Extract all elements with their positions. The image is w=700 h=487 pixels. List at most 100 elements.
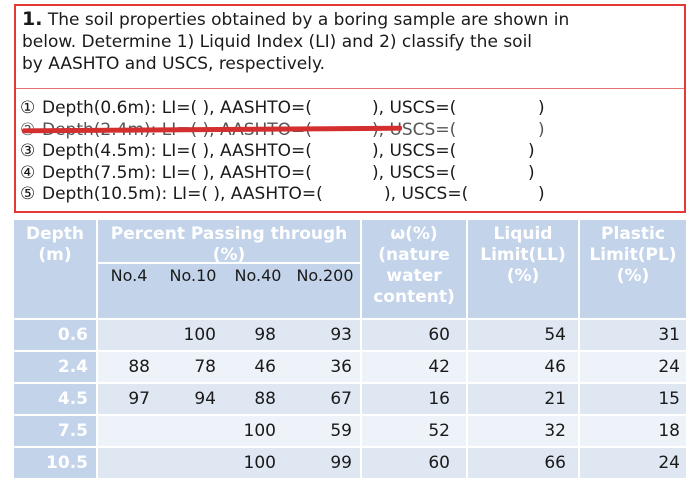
answer-text-1: Depth(0.6m): LI=( ), AASHTO=(	[42, 98, 312, 118]
header-depth-line1: Depth	[25, 224, 85, 244]
cell-no10: 78	[194, 357, 216, 377]
grid-line	[96, 220, 98, 482]
answer-mid-4: ), USCS=(	[372, 162, 457, 183]
cell-no200: 93	[330, 325, 352, 345]
header-depth-line2: (m)	[38, 245, 72, 265]
question-line-3: by AASHTO and USCS, respectively.	[22, 54, 326, 74]
question-text: 1. The soil properties obtained by a bor…	[22, 8, 672, 75]
answer-text-5: Depth(10.5m): LI=( ), AASHTO=(	[42, 184, 323, 204]
table-row	[14, 416, 686, 446]
cell-no4: 88	[128, 357, 150, 377]
table-row	[14, 448, 686, 478]
header-pl-line1: Plastic	[601, 224, 665, 244]
header-no10: No.10	[169, 266, 217, 285]
cell-pl: 24	[658, 357, 680, 377]
cell-ll: 54	[544, 325, 566, 345]
answer-mid-5: ), USCS=(	[384, 184, 469, 204]
table-row	[14, 384, 686, 414]
header-no40: No.40	[234, 266, 282, 285]
cell-no40: 98	[254, 325, 276, 345]
cell-ll: 21	[544, 389, 566, 409]
header-ll-line3: (%)	[506, 266, 540, 286]
header-liquid-limit: Liquid Limit(LL) (%)	[468, 224, 578, 287]
soil-properties-table: Depth (m) Percent Passing through (%) No…	[14, 220, 686, 482]
depth-cell: 4.5	[14, 384, 96, 414]
depth-cell: 7.5	[14, 416, 96, 446]
header-percent-line1: Percent Passing through	[110, 224, 348, 244]
cell-w: 16	[428, 389, 450, 409]
header-percent-passing: Percent Passing through (%)	[98, 224, 360, 266]
header-no200: No.200	[296, 266, 354, 285]
header-plastic-limit: Plastic Limit(PL) (%)	[580, 224, 686, 287]
answer-line-5: ⑤ Depth(10.5m): LI=( ), AASHTO=( ), USCS…	[20, 184, 680, 206]
cell-no200: 99	[330, 453, 352, 473]
table-row	[14, 352, 686, 382]
answer-mid-3: ), USCS=(	[372, 141, 457, 161]
cell-ll: 32	[544, 421, 566, 441]
answer-end-1: )	[538, 98, 545, 118]
question-line-1: The soil properties obtained by a boring…	[47, 10, 570, 30]
cell-w: 42	[428, 357, 450, 377]
cell-ll: 66	[544, 453, 566, 473]
answer-mid-2: ), USCS=(	[372, 119, 457, 140]
cell-ll: 46	[544, 357, 566, 377]
cell-no40: 100	[243, 421, 276, 441]
cell-w: 52	[428, 421, 450, 441]
cell-no200: 67	[330, 389, 352, 409]
answer-line-4: ④ Depth(7.5m): LI=( ), AASHTO=( ), USCS=…	[20, 163, 680, 185]
cell-pl: 31	[658, 325, 680, 345]
answer-mid-1: ), USCS=(	[372, 98, 457, 118]
cell-pl: 18	[658, 421, 680, 441]
question-box: 1. The soil properties obtained by a bor…	[14, 4, 686, 213]
answer-text-4: Depth(7.5m): LI=( ), AASHTO=(	[42, 162, 312, 183]
question-number: 1.	[22, 8, 43, 30]
divider-line	[16, 88, 684, 89]
grid-line	[360, 220, 362, 482]
grid-line	[14, 318, 686, 320]
answer-line-3: ③ Depth(4.5m): LI=( ), AASHTO=( ), USCS=…	[20, 141, 680, 163]
header-no4: No.4	[110, 266, 148, 285]
header-water-line4: content)	[373, 287, 455, 307]
cell-pl: 24	[658, 453, 680, 473]
depth-cell: 0.6	[14, 320, 96, 350]
grid-line	[578, 220, 580, 482]
table-header	[14, 220, 686, 318]
table-row	[14, 320, 686, 350]
answer-end-5: )	[538, 184, 545, 204]
cell-w: 60	[428, 453, 450, 473]
cell-no40: 46	[254, 357, 276, 377]
answer-end-4: )	[528, 162, 535, 183]
header-ll-line2: Limit(LL)	[480, 245, 566, 265]
grid-line	[466, 220, 468, 482]
answer-list: ① Depth(0.6m): LI=( ), AASHTO=( ), USCS=…	[20, 98, 680, 206]
grid-line	[98, 262, 360, 264]
header-water-content: ω(%) (nature water content)	[362, 224, 466, 308]
depth-cell: 10.5	[14, 448, 96, 478]
header-percent-line2: (%)	[212, 245, 246, 265]
cell-w: 60	[428, 325, 450, 345]
cell-no200: 36	[330, 357, 352, 377]
cell-no10: 94	[194, 389, 216, 409]
header-water-line3: water	[386, 266, 442, 286]
circle-number-4: ④	[20, 162, 36, 183]
question-line-2: below. Determine 1) Liquid Index (LI) an…	[22, 32, 533, 52]
circle-number-5: ⑤	[20, 184, 36, 204]
answer-end-3: )	[528, 141, 535, 161]
cell-no40: 88	[254, 389, 276, 409]
answer-end-2: )	[538, 119, 545, 140]
header-pl-line2: Limit(PL)	[589, 245, 677, 265]
depth-cell: 2.4	[14, 352, 96, 382]
header-depth: Depth (m)	[14, 224, 96, 266]
cell-no200: 59	[330, 421, 352, 441]
answer-text-3: Depth(4.5m): LI=( ), AASHTO=(	[42, 141, 312, 161]
header-water-line1: ω(%)	[390, 224, 438, 244]
cell-pl: 15	[658, 389, 680, 409]
answer-line-1: ① Depth(0.6m): LI=( ), AASHTO=( ), USCS=…	[20, 98, 680, 120]
header-pl-line3: (%)	[616, 266, 650, 286]
cell-no10: 100	[183, 325, 216, 345]
header-ll-line1: Liquid	[493, 224, 553, 244]
circle-number-3: ③	[20, 141, 36, 161]
circle-number-1: ①	[20, 98, 36, 118]
header-water-line2: (nature	[378, 245, 450, 265]
cell-no40: 100	[243, 453, 276, 473]
